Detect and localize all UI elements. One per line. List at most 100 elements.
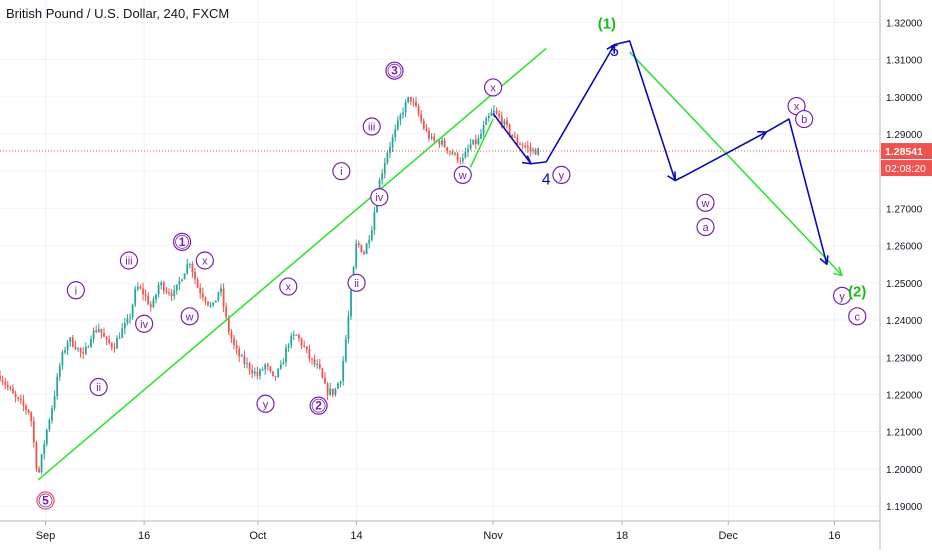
candle-body [181,279,183,282]
y-tick-label: 1.23000 [886,353,923,364]
candle-body [6,384,9,387]
candle-body [537,148,540,155]
candle-body [25,405,27,410]
y-tick-label: 1.25000 [886,279,923,290]
candle-body [103,333,105,337]
candle-body [316,364,319,366]
candle-body [201,293,204,298]
candle-body [168,292,170,294]
candle-body [160,282,163,286]
wave-label-ring [89,377,108,397]
wave-label: x [286,282,292,294]
candle-body [269,366,272,372]
candle-body [64,350,66,353]
candle-body [12,388,14,394]
candle-body [500,116,503,125]
candle-body [337,383,339,389]
candle-body [87,346,90,348]
wave-label: ii [354,278,359,290]
candle-body [196,279,199,288]
candle-body [472,139,475,145]
candle-body [420,114,423,122]
candle-body [188,263,191,265]
candle-body [508,124,511,135]
wave-label-ring [332,162,351,181]
candle-body [300,338,303,346]
candle-body [186,264,189,274]
candle-body [207,301,209,306]
candle-body [477,138,480,145]
candle-body [459,160,462,162]
candle-body [238,348,241,357]
candle-body [511,134,514,137]
candle-body [251,370,254,374]
candle-body [136,286,139,290]
candle-body [209,305,212,307]
candle-body [217,291,220,301]
wave-label-inner-ring [387,63,402,78]
wave-label-ring [385,61,404,80]
wave-label: i [340,166,342,178]
wave-label-inner-ring [175,234,189,249]
candle-body [243,355,246,364]
candle-body [474,139,477,145]
candle-body [368,239,371,244]
candle-body [256,371,259,376]
candle-body [90,339,92,347]
candle-body [493,110,495,113]
candle-body [417,106,420,115]
wave-label-ring [832,286,852,305]
y-tick-label: 1.22000 [886,390,923,401]
wave-label: ii [96,382,101,394]
x-tick-label: Nov [483,530,503,542]
candle-body [199,287,202,294]
wave-label-ring [279,277,298,296]
arrowhead [667,171,676,182]
candle-body [113,347,116,349]
candle-body [246,363,248,365]
candle-body [513,136,516,138]
y-tick-label: 1.32000 [886,18,923,29]
candle-body [155,294,157,300]
candle-body [396,120,399,130]
wave-label-ring [453,165,472,185]
y-tick-label: 1.29000 [886,130,923,141]
candle-body [84,346,87,354]
candle-body [61,352,64,366]
candle-body [225,306,228,318]
candle-body [9,386,12,389]
candle-body [253,371,256,374]
candle-body [82,352,85,354]
candle-body [290,335,293,346]
candle-body [482,124,485,134]
arrowhead [522,155,532,165]
candle-body [66,342,69,351]
candle-body [381,173,384,181]
candle-body [446,147,449,152]
candle-body [97,328,100,333]
candle-body [4,382,7,385]
wave-label: 1 [179,235,186,249]
arrowhead [606,43,616,54]
y-tick-label: 1.24000 [886,316,923,327]
wave-label-ring [848,307,867,326]
wave-label-ring [119,251,139,270]
candle-body [534,149,537,155]
candle-body [40,454,43,473]
candle-body [448,151,451,153]
candle-body [313,359,316,365]
wave-label: c [854,311,860,323]
arrowhead [757,130,768,140]
wave-label: 2 [315,399,322,413]
candle-body [407,96,410,103]
candle-body [165,291,168,293]
arrowhead [833,266,843,277]
wave-label: x [202,256,208,268]
candles [0,96,540,475]
candle-body [212,302,215,306]
candle-body [53,396,56,409]
candle-body [45,429,48,445]
